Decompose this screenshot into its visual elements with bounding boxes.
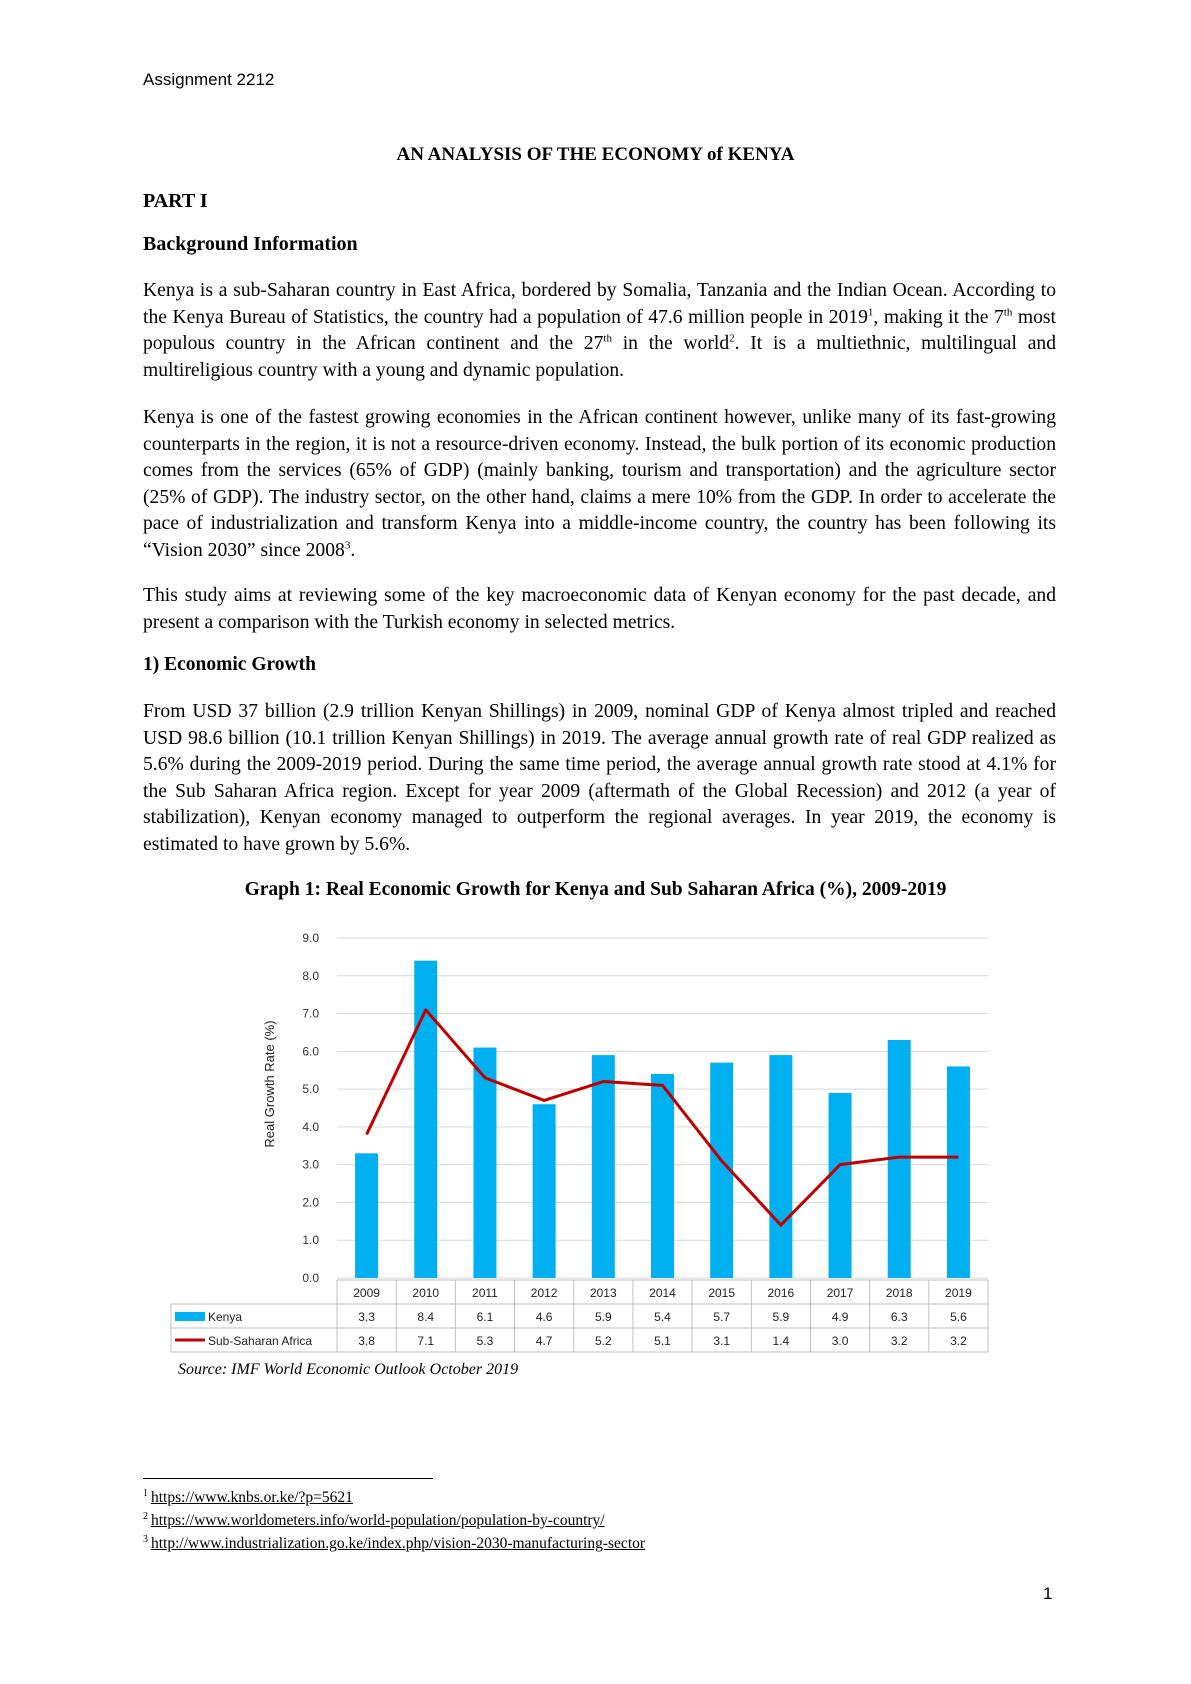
bar-kenya-2019 [946, 1066, 970, 1278]
footnote-divider [143, 1478, 433, 1479]
data-label: 1.4 [773, 1334, 790, 1348]
x-tick-label: 2011 [472, 1286, 498, 1300]
section-heading-growth: 1) Economic Growth [143, 654, 316, 675]
data-label: 4.7 [536, 1334, 553, 1348]
paragraph-economy: Kenya is one of the fastest growing econ… [143, 407, 1056, 561]
y-tick-label: 0.0 [302, 1271, 319, 1285]
data-label: 5.7 [713, 1310, 730, 1324]
x-tick-label: 2014 [649, 1286, 676, 1300]
paragraph-intro: Kenya is a sub-Saharan country in East A… [143, 280, 1057, 381]
data-label: 3.1 [713, 1334, 730, 1348]
chart-line [365, 1008, 959, 1227]
x-tick-label: 2019 [945, 1286, 972, 1300]
growth-chart: 0.0 1.0 2.0 3.0 4.0 5.0 6.0 7.0 8.0 9.0 Real Grow… [170, 931, 989, 1353]
footnote-3: 3 http://www.industrialization.go.ke/inde… [143, 1534, 646, 1553]
chart-bars [355, 960, 970, 1278]
x-tick-label: 2016 [768, 1286, 795, 1300]
y-tick-label: 2.0 [302, 1195, 319, 1209]
document-title: AN ANALYSIS OF THE ECONOMY of KENYA [396, 144, 795, 165]
data-label: 3.0 [832, 1334, 849, 1348]
paragraph-study-aim: This study aims at reviewing some of the… [143, 585, 1056, 633]
data-label: 4.9 [832, 1310, 849, 1324]
bar-kenya-2018 [887, 1040, 911, 1278]
data-label: 5.2 [595, 1334, 612, 1348]
x-tick-label: 2012 [531, 1286, 558, 1300]
x-tick-label: 2010 [412, 1286, 439, 1300]
y-tick-label: 8.0 [302, 969, 319, 983]
y-tick-label: 5.0 [302, 1082, 319, 1096]
legend-key-kenya [175, 1312, 205, 1321]
footnote-1: 1 https://www.knbs.or.ke/?p=5621 [143, 1488, 353, 1507]
legend-label: Kenya [208, 1310, 242, 1324]
data-label: 3.2 [891, 1334, 908, 1348]
data-label: 8.4 [417, 1310, 434, 1324]
footnote-2-link[interactable]: https://www.worldometers.info/world-popu… [151, 1512, 605, 1530]
data-label: 5.3 [477, 1334, 494, 1348]
part-heading: PART I [143, 190, 208, 212]
y-tick-label: 4.0 [302, 1120, 319, 1134]
y-tick-label: 3.0 [302, 1158, 319, 1172]
bar-kenya-2014 [651, 1074, 674, 1278]
x-tick-label: 2015 [708, 1286, 735, 1300]
y-tick-label: 9.0 [302, 931, 319, 945]
data-label: 5.4 [654, 1310, 671, 1324]
bar-kenya-2017 [828, 1092, 852, 1278]
x-tick-label: 2009 [353, 1286, 380, 1300]
bar-kenya-2009 [355, 1153, 379, 1278]
data-label: 4.6 [536, 1310, 553, 1324]
footnote-1-link[interactable]: https://www.knbs.or.ke/?p=5621 [151, 1489, 353, 1507]
legend-label: Sub-Saharan Africa [208, 1334, 312, 1348]
data-label: 6.3 [891, 1310, 908, 1324]
data-label: 3.3 [358, 1310, 375, 1324]
section-heading-background: Background Information [143, 233, 358, 255]
y-tick-label: 7.0 [302, 1007, 319, 1021]
page-header: Assignment 2212 [143, 70, 275, 89]
chart-source: Source: IMF World Economic Outlook Octob… [178, 1361, 519, 1378]
data-label: 5.1 [654, 1334, 671, 1348]
graph-title: Graph 1: Real Economic Growth for Kenya … [244, 879, 947, 900]
y-tick-label: 1.0 [302, 1233, 319, 1247]
x-tick-label: 2013 [590, 1286, 617, 1300]
data-label: 3.8 [358, 1334, 375, 1348]
data-label: 5.6 [950, 1310, 967, 1324]
x-tick-label: 2017 [827, 1286, 854, 1300]
chart-y-axis-label: Real Growth Rate (%) [262, 1020, 277, 1147]
data-label: 3.2 [950, 1334, 967, 1348]
data-label: 5.9 [595, 1310, 612, 1324]
data-label: 5.9 [773, 1310, 790, 1324]
bar-kenya-2016 [769, 1055, 793, 1278]
data-label: 7.1 [417, 1334, 434, 1348]
chart-data-table: 2009 2010 2011 2012 2013 2014 2015 2016 2017 2018… [170, 1279, 989, 1353]
y-tick-label: 6.0 [302, 1044, 319, 1058]
bar-kenya-2013 [591, 1055, 615, 1278]
footnote-2: 2 https://www.worldometers.info/world-pop… [143, 1511, 605, 1530]
bar-kenya-2015 [710, 1062, 734, 1278]
page-number: 1 [1043, 1584, 1053, 1603]
data-label: 6.1 [477, 1310, 494, 1324]
bar-kenya-2012 [532, 1104, 556, 1278]
bar-kenya-2010 [414, 960, 438, 1278]
footnote-3-link[interactable]: http://www.industrialization.go.ke/index… [151, 1535, 646, 1553]
x-tick-label: 2018 [886, 1286, 913, 1300]
bar-kenya-2011 [473, 1047, 497, 1278]
chart-y-ticks: 0.0 1.0 2.0 3.0 4.0 5.0 6.0 7.0 8.0 9.0 [302, 931, 319, 1285]
paragraph-growth: From USD 37 billion (2.9 trillion Kenyan… [143, 701, 1056, 855]
